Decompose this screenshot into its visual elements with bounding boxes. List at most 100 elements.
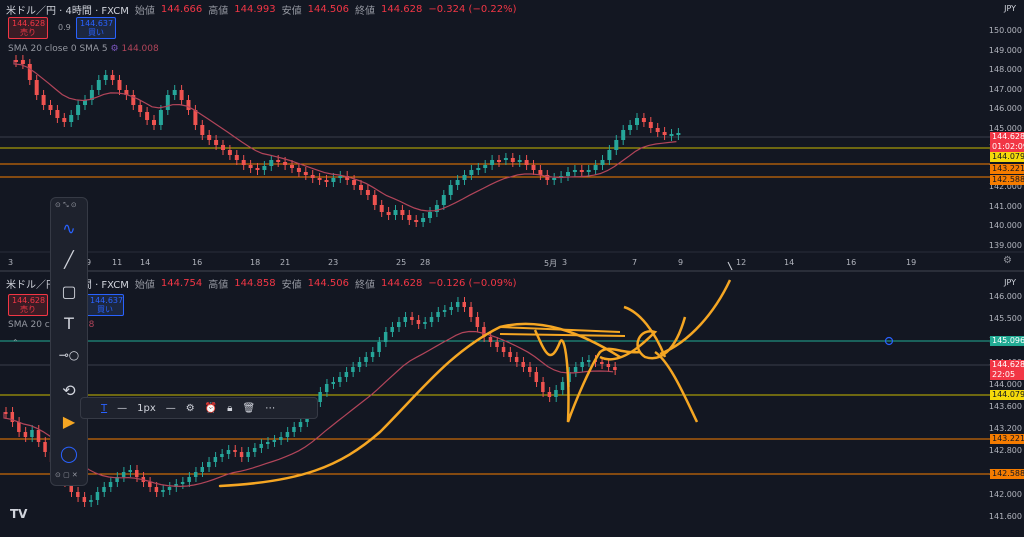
price-axis-1h[interactable]: 146.000145.500145.000144.400144.000143.6…	[988, 272, 1024, 537]
candle	[434, 205, 439, 212]
candle	[547, 392, 552, 397]
freehand-stroke	[533, 329, 641, 423]
candle	[34, 80, 39, 95]
drawing-toolbar[interactable]: ⊙ ⤡ ⊙ ∿ ╱ ▢ T ⊸○ ⟲ ▶ ◯ ⊙ ▢ ✕	[50, 197, 88, 486]
candle	[102, 487, 106, 492]
candle	[43, 442, 47, 452]
candle	[186, 100, 191, 110]
bot-price-tag: 144.079	[990, 390, 1024, 400]
countdown-value: 01:02:09	[992, 142, 1024, 151]
candle	[296, 168, 301, 172]
settings-icon[interactable]: ⚙	[110, 44, 119, 54]
ohlc-open: 144.666	[160, 4, 203, 15]
candle	[579, 170, 584, 172]
candle	[128, 470, 132, 472]
price-tag-value: 144.079	[992, 390, 1024, 399]
candle	[193, 110, 198, 125]
candle	[377, 342, 381, 352]
candle	[331, 178, 336, 182]
replay-icon[interactable]: ▶	[62, 411, 76, 431]
candle	[338, 176, 343, 178]
trash-icon[interactable]: 🗑︎	[242, 402, 256, 414]
toolbar-grip-icon[interactable]: ⊙ ⤡ ⊙	[55, 201, 77, 209]
text-color-icon[interactable]: T	[101, 402, 108, 414]
cycle-icon[interactable]: ⟲	[62, 380, 76, 400]
candle	[115, 477, 119, 482]
price-1h-tick: 145.500	[988, 314, 1022, 323]
candle	[586, 170, 591, 172]
price-axis-4h[interactable]: 150.000 149.000 148.000 147.000 146.000 145.0…	[988, 0, 1024, 260]
candle	[462, 302, 466, 307]
candle	[161, 490, 165, 492]
measure-icon[interactable]: ⊸○	[58, 348, 80, 362]
collapse-chevron-icon[interactable]: ⌃	[12, 338, 19, 347]
dash-style-icon[interactable]: —	[165, 402, 176, 414]
candle	[110, 75, 115, 80]
ohlc-high-label-1h: 高値	[208, 280, 229, 291]
candle	[393, 210, 398, 215]
candle	[259, 444, 263, 448]
candle	[621, 130, 626, 140]
ohlc-high: 144.993	[234, 4, 276, 15]
candle	[397, 322, 401, 327]
magnet-icon[interactable]: ◯	[60, 443, 78, 463]
candle	[276, 160, 281, 162]
candle	[233, 450, 237, 452]
candle	[108, 482, 113, 487]
candle	[317, 178, 322, 180]
more-icon[interactable]: ⋯	[265, 402, 276, 414]
candle	[255, 168, 260, 170]
ohlc-low-1h: 144.506	[307, 278, 349, 289]
sell-button[interactable]: 144.628 売り	[8, 17, 48, 39]
candle	[497, 160, 501, 162]
candle	[152, 120, 156, 125]
ohlc-close-1h: 144.628	[381, 278, 423, 289]
candle	[193, 472, 198, 477]
symbol-title[interactable]: 米ドル／円 · 4時間 · FXCM	[6, 6, 129, 17]
candle	[441, 195, 446, 205]
candle	[400, 210, 405, 215]
line-style-icon[interactable]: —	[117, 402, 128, 414]
ohlc-low: 144.506	[307, 4, 349, 15]
sell-button-1h[interactable]: 144.628 売り	[8, 294, 48, 316]
candle	[283, 162, 288, 165]
candle	[514, 357, 519, 362]
line-width-label[interactable]: 1px	[137, 402, 156, 414]
settings-gear-icon[interactable]: ⚙	[1003, 255, 1012, 266]
candle	[76, 105, 81, 115]
line-icon[interactable]: ╱	[64, 249, 74, 269]
freehand-stroke	[654, 350, 699, 423]
candle	[239, 452, 244, 457]
chart-pane-4h[interactable]: 米ドル／円 · 4時間 · FXCM 始値 144.666 高値 144.993 安…	[0, 0, 1024, 272]
sell-price-1h: 144.628	[12, 296, 46, 305]
candle	[448, 185, 453, 195]
rectangle-icon[interactable]: ▢	[61, 281, 77, 301]
price-tick: 147.000	[988, 84, 1022, 94]
lock-icon[interactable]: 🔒︎	[227, 402, 233, 414]
candle	[538, 170, 543, 175]
candle	[403, 317, 408, 322]
candle	[359, 185, 363, 190]
buy-button[interactable]: 144.637 買い	[76, 17, 116, 39]
text-icon[interactable]: T	[64, 313, 74, 333]
candle	[364, 357, 368, 362]
candle	[475, 317, 480, 327]
brush-icon[interactable]: ∿	[62, 218, 76, 238]
freehand-stroke	[218, 322, 622, 488]
candle	[154, 487, 159, 492]
candle	[655, 128, 660, 132]
candle	[613, 367, 617, 370]
price-tick: 145.000	[988, 123, 1022, 133]
candle	[488, 337, 493, 342]
candle	[370, 352, 375, 357]
ohlc-close-label: 終値	[355, 6, 375, 17]
buy-button-1h[interactable]: 144.637 買い	[86, 294, 124, 316]
sma-legend[interactable]: SMA 20 close 0 SMA 5 ⚙ 144.008	[8, 44, 159, 54]
alarm-icon[interactable]: ⏰	[204, 402, 218, 414]
candle	[455, 180, 460, 185]
toolbar-footer-icon[interactable]: ⊙ ▢ ✕	[55, 471, 78, 479]
drawing-style-bar[interactable]: T — 1px — ⚙ ⏰ 🔒︎ 🗑︎ ⋯	[80, 397, 318, 419]
ohlc-change-1h: −0.126 (−0.09%)	[428, 278, 517, 289]
settings-icon-floatbar[interactable]: ⚙	[185, 402, 195, 414]
